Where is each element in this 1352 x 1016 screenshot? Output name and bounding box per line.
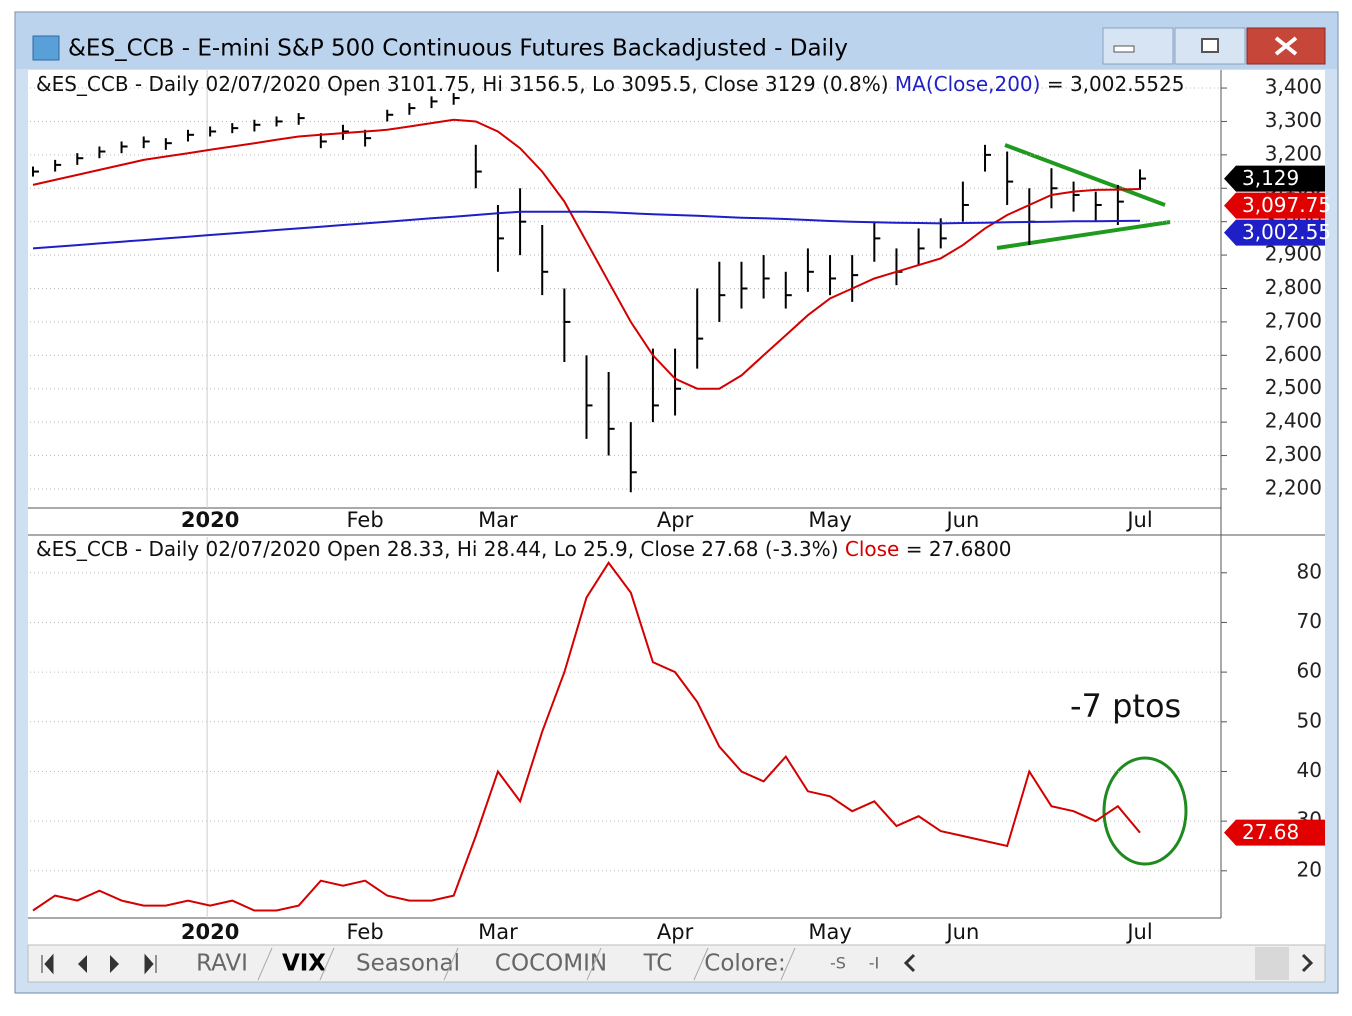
y-tick-label: 80 bbox=[1297, 559, 1322, 583]
trend-line bbox=[1004, 143, 1166, 207]
tab[interactable]: TC bbox=[643, 951, 673, 977]
y-tick-label: 50 bbox=[1297, 708, 1322, 732]
minimize-button[interactable] bbox=[1102, 27, 1174, 65]
y-tick-label: 2,300 bbox=[1265, 442, 1322, 466]
prev-button[interactable] bbox=[78, 955, 87, 973]
window-title: &ES_CCB - E-mini S&P 500 Continuous Futu… bbox=[68, 36, 848, 62]
x-tick-label: Jun bbox=[944, 508, 979, 532]
chart-header: &ES_CCB - Daily 02/07/2020 Open 28.33, H… bbox=[36, 537, 1012, 561]
header-series-name: MA(Close,200) bbox=[895, 72, 1041, 96]
y-tick-label: 70 bbox=[1297, 609, 1322, 633]
header-series-name: Close bbox=[845, 537, 899, 561]
x-tick-label: Apr bbox=[657, 920, 694, 944]
tabs: RAVI VIX Seasonal COCOMIN TC Colore: -S -I bbox=[196, 947, 880, 981]
tab[interactable]: -S bbox=[830, 954, 846, 973]
minimize-icon bbox=[1113, 45, 1135, 53]
y-tick-label: 3,200 bbox=[1265, 141, 1322, 165]
y-tick-label: 2,700 bbox=[1265, 308, 1322, 332]
series-line bbox=[32, 118, 1141, 390]
y-tick-label: 40 bbox=[1297, 758, 1322, 782]
y-tick-label: 2,900 bbox=[1265, 242, 1322, 266]
chart-panel: 2,200 2,300 2,400 2,500 2,600 2,700 2,800 2,900… bbox=[30, 70, 1331, 532]
x-tick-label: Jul bbox=[1125, 508, 1152, 532]
y-tick-label: 2,800 bbox=[1265, 275, 1322, 299]
last-value-box bbox=[1224, 819, 1325, 846]
tab-separator bbox=[443, 947, 459, 981]
chart-header: &ES_CCB - Daily 02/07/2020 Open 3101.75,… bbox=[36, 72, 1184, 96]
y-tick-label: 60 bbox=[1297, 659, 1322, 683]
tab-bar bbox=[27, 944, 1326, 983]
x-tick-label: Mar bbox=[478, 508, 518, 532]
tab[interactable]: -I bbox=[869, 954, 880, 973]
tab-separator bbox=[319, 947, 335, 981]
series-line bbox=[32, 561, 1141, 912]
header-text: &ES_CCB - Daily 02/07/2020 Open 28.33, H… bbox=[36, 537, 845, 561]
last-button[interactable] bbox=[144, 953, 157, 975]
y-tick-label: 2,200 bbox=[1265, 475, 1322, 499]
tab[interactable]: VIX bbox=[282, 951, 326, 977]
y-tick-label: 2,600 bbox=[1265, 342, 1322, 366]
x-tick-label: Feb bbox=[347, 920, 384, 944]
maximize-icon bbox=[1201, 38, 1219, 53]
last-value-box bbox=[1224, 219, 1325, 246]
series-line bbox=[32, 210, 1141, 250]
header-text: &ES_CCB - Daily 02/07/2020 Open 3101.75,… bbox=[36, 72, 895, 96]
last-value-label: 3,129 bbox=[1242, 166, 1299, 190]
x-tick-label: Mar bbox=[478, 920, 518, 944]
tab-separator bbox=[586, 947, 602, 981]
last-value-label: 3,002.55 bbox=[1242, 220, 1331, 244]
tab[interactable]: Seasonal bbox=[356, 951, 460, 977]
x-tick-label: 2020 bbox=[181, 508, 239, 532]
y-tick-label: 3,400 bbox=[1265, 75, 1322, 99]
tab[interactable]: COCOMIN bbox=[495, 951, 607, 977]
triangle-pattern bbox=[996, 143, 1171, 250]
tab-separator bbox=[257, 947, 273, 981]
last-value-box bbox=[1224, 192, 1325, 219]
scroll-arrows[interactable] bbox=[903, 953, 1314, 973]
tab[interactable]: RAVI bbox=[196, 951, 248, 977]
x-tick-label: Jun bbox=[944, 920, 979, 944]
tab[interactable]: Colore: bbox=[704, 951, 785, 977]
last-value-label: 27.68 bbox=[1242, 820, 1299, 844]
x-tick-label: May bbox=[808, 920, 851, 944]
header-text: = 3,002.5525 bbox=[1040, 72, 1184, 96]
close-icon bbox=[1274, 36, 1298, 56]
first-button[interactable] bbox=[41, 953, 54, 975]
tab-separator bbox=[780, 947, 796, 981]
app-icon bbox=[32, 35, 60, 61]
highlight-circle bbox=[1102, 756, 1188, 866]
next-button[interactable] bbox=[110, 955, 119, 973]
header-text: = 27.6800 bbox=[899, 537, 1011, 561]
x-tick-label: May bbox=[808, 508, 851, 532]
x-tick-label: 2020 bbox=[181, 920, 239, 944]
annotation: -7 ptos bbox=[1070, 687, 1181, 725]
x-tick-label: Apr bbox=[657, 508, 694, 532]
x-tick-label: Jul bbox=[1125, 920, 1152, 944]
scroll-thumb[interactable] bbox=[1255, 947, 1289, 980]
trend-line bbox=[996, 220, 1171, 250]
tab-nav bbox=[41, 947, 1314, 980]
y-tick-label: 2,500 bbox=[1265, 375, 1322, 399]
last-value-box bbox=[1224, 165, 1325, 192]
y-tick-label: 20 bbox=[1297, 857, 1322, 881]
y-tick-label: 3,300 bbox=[1265, 108, 1322, 132]
y-tick-label: 2,400 bbox=[1265, 409, 1322, 433]
x-tick-label: Feb bbox=[347, 508, 384, 532]
tab-separator bbox=[693, 947, 709, 981]
last-value-label: 3,097.75 bbox=[1242, 193, 1331, 217]
